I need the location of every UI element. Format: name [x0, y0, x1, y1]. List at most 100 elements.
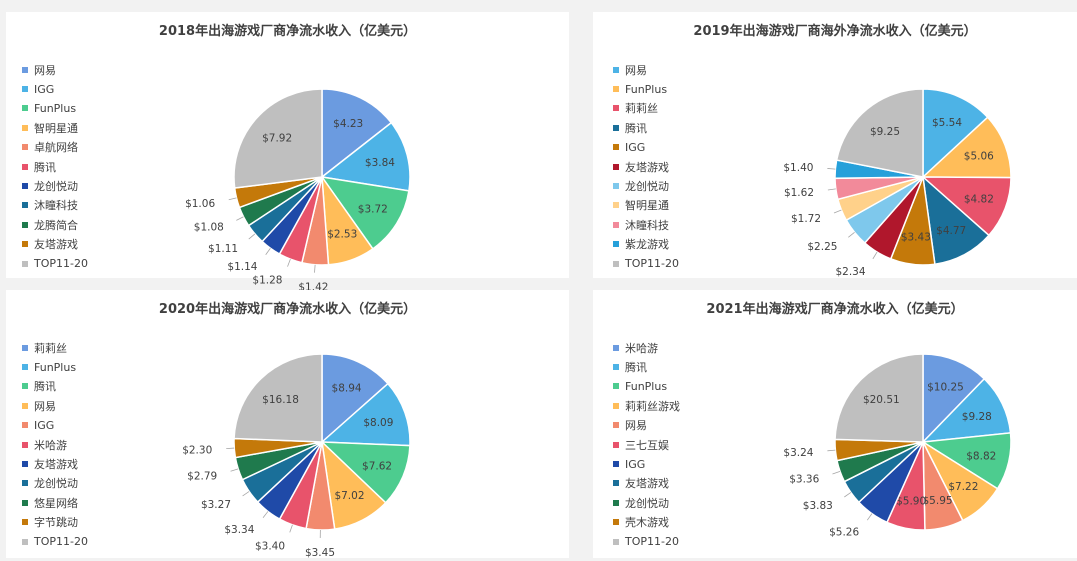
legend-label: 龙创悦动 [34, 477, 78, 491]
legend-swatch [22, 402, 28, 409]
data-label: $3.34 [224, 524, 254, 536]
legend-item: 网易 [22, 396, 88, 415]
pie-slice [233, 88, 323, 189]
legend-label: 龙创悦动 [625, 180, 669, 194]
data-label: $8.94 [332, 382, 362, 394]
data-label: $4.82 [964, 193, 994, 205]
legend-label: 米哈游 [625, 341, 658, 355]
pie-chart-2018: $4.23$3.84$3.72$2.53$1.42$1.28$1.14$1.11… [185, 88, 411, 294]
data-label: $2.25 [807, 241, 837, 253]
leader-line [827, 168, 836, 170]
legend-swatch [613, 422, 619, 429]
data-label: $3.83 [803, 500, 833, 512]
legend-label: 腾讯 [34, 160, 56, 174]
legend-swatch [613, 260, 619, 267]
legend-label: IGG [34, 418, 55, 432]
leader-line [844, 492, 852, 498]
data-label: $1.72 [791, 213, 821, 225]
legend-item: 壳木游戏 [613, 513, 680, 532]
pie-slice [834, 353, 924, 443]
legend-swatch [613, 183, 619, 190]
legend-item: TOP11-20 [613, 532, 680, 551]
pie-slice [321, 88, 393, 179]
legend-swatch [22, 260, 28, 267]
legend-swatch [613, 163, 619, 170]
pie-slice [320, 121, 411, 192]
legend-item: 米哈游 [22, 435, 88, 454]
legend-item: FunPlus [613, 377, 680, 396]
legend-label: 龙创悦动 [34, 180, 78, 194]
legend-swatch [22, 499, 28, 506]
legend-label: 字节跳动 [34, 516, 78, 530]
legend-swatch [613, 241, 619, 248]
legend-label: 沐瞳科技 [625, 218, 669, 232]
legend-swatch [613, 105, 619, 112]
legend-label: 沐瞳科技 [34, 199, 78, 213]
data-label: $5.95 [923, 495, 953, 507]
data-label: $4.77 [936, 225, 966, 237]
legend-label: TOP11-20 [34, 535, 88, 549]
legend-label: 紫龙游戏 [625, 238, 669, 252]
leader-line [314, 264, 316, 273]
leader-line [287, 258, 291, 267]
legend-label: 智明星通 [34, 121, 78, 135]
leader-line [230, 468, 239, 472]
legend-label: TOP11-20 [625, 257, 679, 271]
pie-slice [922, 353, 986, 444]
legend-label: 网易 [34, 63, 56, 77]
legend-label: IGG [625, 140, 646, 154]
legend-swatch [613, 383, 619, 390]
legend-item: 腾讯 [22, 157, 88, 176]
data-label: $3.24 [783, 447, 813, 459]
data-label: $5.90 [896, 496, 926, 508]
leader-line [262, 511, 269, 519]
legend-item: 三七互娱 [613, 435, 680, 454]
data-label: $2.79 [187, 471, 217, 483]
leader-line [226, 447, 235, 450]
data-label: $1.62 [784, 187, 814, 199]
data-label: $5.26 [829, 527, 859, 539]
legend-label: 三七互娱 [625, 438, 669, 452]
leader-line [228, 197, 237, 201]
legend-label: 腾讯 [625, 121, 647, 135]
legend-swatch [22, 422, 28, 429]
data-label: $7.22 [948, 481, 978, 493]
legend-item: 网易 [22, 60, 88, 79]
legend-swatch [613, 461, 619, 468]
data-label: $2.30 [182, 445, 212, 457]
legend-label: FunPlus [625, 82, 668, 96]
chart-legend: 米哈游 腾讯 FunPlus 莉莉丝游戏 网易 三七互娱 IGG 友塔游戏 龙创悦动 壳木游戏 TO… [613, 338, 680, 551]
data-label: $16.18 [262, 394, 299, 406]
leader-line [236, 216, 244, 221]
legend-label: 壳木游戏 [625, 516, 669, 530]
legend-item: 龙创悦动 [613, 493, 680, 512]
data-label: $9.28 [962, 411, 992, 423]
legend-item: 友塔游戏 [22, 235, 88, 254]
leader-line [832, 470, 841, 475]
legend-swatch [22, 538, 28, 545]
data-label: $8.82 [966, 451, 996, 463]
legend-item: FunPlus [22, 99, 88, 118]
chart-title: 2019年出海游戏厂商海外净流水收入（亿美元） [693, 24, 977, 39]
legend-item: 网易 [613, 416, 680, 435]
pie-slice [233, 353, 323, 443]
data-label: $1.06 [185, 198, 215, 210]
legend-label: 腾讯 [34, 380, 56, 394]
legend-swatch [22, 519, 28, 526]
legend-swatch [613, 202, 619, 209]
pie-slice [320, 441, 411, 504]
chart-title: 2018年出海游戏厂商净流水收入（亿美元） [158, 24, 417, 39]
legend-swatch [22, 202, 28, 209]
legend-swatch [22, 105, 28, 112]
leader-line [289, 524, 293, 533]
legend-swatch [613, 66, 619, 73]
legend-label: IGG [625, 457, 646, 471]
data-label: $1.40 [783, 162, 813, 174]
data-label: $2.34 [835, 266, 865, 278]
legend-label: IGG [34, 82, 55, 96]
legend-item: 卓航网络 [22, 138, 88, 157]
legend-swatch [613, 364, 619, 371]
leader-line [248, 233, 256, 240]
chart-panel-2019: 2019年出海游戏厂商海外净流水收入（亿美元） 网易 FunPlus 莉莉丝 腾讯 IG… [593, 12, 1077, 278]
legend-swatch [22, 124, 28, 131]
